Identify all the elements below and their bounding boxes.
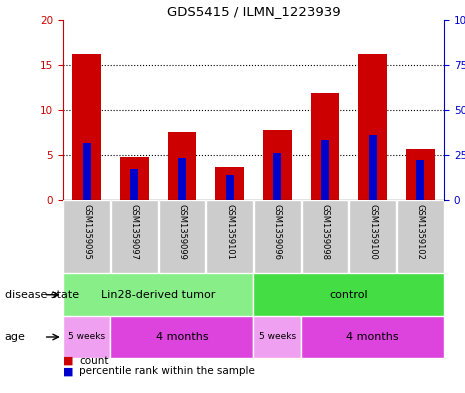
Bar (369, 135, 377, 200)
Bar (63, 200, 110, 273)
Bar (349, 200, 396, 273)
Bar (254, 200, 300, 273)
Bar (206, 200, 253, 273)
Bar (83, 143, 91, 200)
Text: percentile rank within the sample: percentile rank within the sample (79, 366, 255, 376)
Bar (301, 316, 444, 358)
Bar (215, 167, 244, 200)
Bar (406, 149, 434, 200)
Text: age: age (5, 332, 26, 342)
Text: Lin28-derived tumor: Lin28-derived tumor (101, 290, 215, 300)
Bar (111, 200, 158, 273)
Text: GSM1359100: GSM1359100 (368, 204, 377, 260)
Text: GSM1359101: GSM1359101 (225, 204, 234, 260)
Text: count: count (79, 356, 108, 366)
Text: control: control (329, 290, 368, 300)
Text: GSM1359097: GSM1359097 (130, 204, 139, 260)
Bar (73, 54, 101, 200)
Text: 5 weeks: 5 weeks (68, 332, 105, 342)
Text: ■: ■ (63, 356, 73, 366)
Bar (397, 200, 444, 273)
Text: GSM1359098: GSM1359098 (320, 204, 329, 260)
Bar (273, 152, 281, 200)
Bar (167, 132, 196, 200)
Text: disease state: disease state (5, 290, 79, 300)
Bar (253, 273, 444, 316)
Bar (63, 273, 253, 316)
Text: GSM1359102: GSM1359102 (416, 204, 425, 260)
Text: 4 months: 4 months (156, 332, 208, 342)
Text: ■: ■ (63, 366, 73, 376)
Bar (111, 316, 253, 358)
Text: GSM1359095: GSM1359095 (82, 204, 91, 260)
Bar (253, 316, 301, 358)
Bar (416, 160, 424, 200)
Bar (178, 158, 186, 200)
Title: GDS5415 / ILMN_1223939: GDS5415 / ILMN_1223939 (166, 6, 340, 18)
Bar (321, 140, 329, 200)
Text: 5 weeks: 5 weeks (259, 332, 296, 342)
Bar (159, 200, 205, 273)
Bar (311, 93, 339, 200)
Text: GSM1359099: GSM1359099 (178, 204, 186, 260)
Bar (120, 157, 148, 200)
Text: 4 months: 4 months (346, 332, 399, 342)
Bar (63, 316, 111, 358)
Bar (358, 54, 387, 200)
Bar (130, 169, 138, 200)
Text: GSM1359096: GSM1359096 (273, 204, 282, 260)
Bar (263, 130, 292, 200)
Bar (302, 200, 348, 273)
Bar (226, 175, 233, 200)
